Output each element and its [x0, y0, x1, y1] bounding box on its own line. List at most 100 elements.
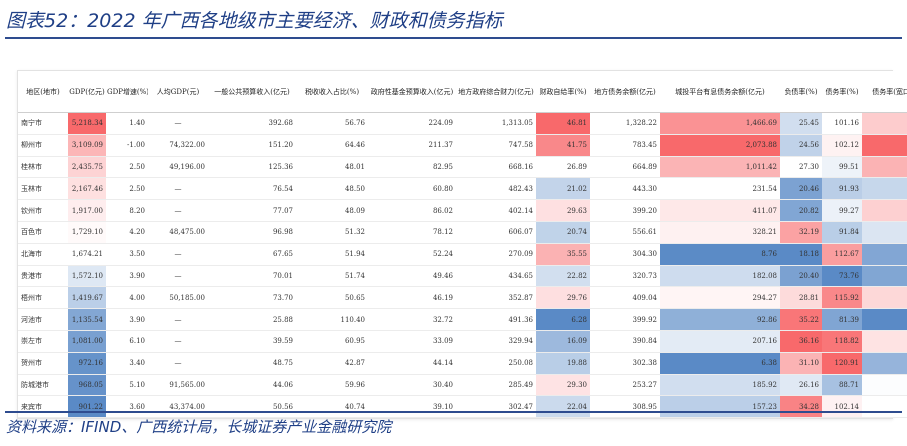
data-cell: 99.27	[822, 199, 862, 222]
data-cell: 31.10	[780, 352, 822, 375]
source-note: 资料来源：IFIND、广西统计局，长城证券产业金融研究院	[6, 418, 392, 436]
data-cell: 74,322.00	[148, 134, 208, 157]
city-name-cell: 贺州市	[18, 352, 68, 375]
data-cell: 1.40	[106, 112, 148, 135]
data-cell: 304.30	[590, 243, 660, 266]
data-cell: 22.82	[536, 265, 590, 288]
data-cell: 2,167.46	[68, 177, 106, 201]
data-cell: 35.22	[780, 308, 822, 331]
column-header: 一般公共预算收入(亿元)	[208, 71, 296, 113]
data-cell: 39.10	[368, 395, 456, 419]
data-cell: 91.93	[822, 177, 862, 201]
data-cell: 1,729.10	[68, 221, 106, 244]
data-cell: 443.30	[590, 177, 660, 201]
data-cell: 153.83	[862, 374, 907, 397]
data-cell: 1,466.69	[660, 112, 780, 135]
data-cell: 46.19	[368, 286, 456, 310]
data-cell: 302.47	[456, 395, 536, 419]
data-cell: 212.86	[862, 112, 907, 135]
data-cell: 6.10	[106, 330, 148, 353]
city-name-cell: 南宁市	[18, 112, 68, 135]
data-cell: 250.08	[456, 352, 536, 375]
data-cell: 4.00	[106, 286, 148, 310]
data-cell: —	[148, 177, 208, 201]
data-cell: 52.24	[368, 243, 456, 266]
data-cell: 49.46	[368, 265, 456, 288]
data-cell: 2,435.75	[68, 156, 106, 179]
data-cell: 20.40	[780, 265, 822, 288]
data-cell: 28.81	[780, 286, 822, 310]
data-cell: 2,073.88	[660, 134, 780, 157]
data-cell: 102.12	[822, 134, 862, 157]
data-cell: 48.01	[296, 156, 368, 179]
data-cell: 73.76	[822, 265, 862, 288]
data-cell: 26.89	[536, 156, 590, 179]
data-cell: 30.40	[368, 374, 456, 397]
column-header: 地区(地市)	[18, 71, 68, 113]
data-cell: 270.09	[456, 243, 536, 266]
data-cell: 399.20	[590, 199, 660, 222]
data-cell: 3.40	[106, 352, 148, 375]
data-cell: 491.36	[456, 308, 536, 331]
data-cell: 27.30	[780, 156, 822, 179]
data-cell: 783.45	[590, 134, 660, 157]
data-cell: 34.28	[780, 395, 822, 419]
data-cell: 36.16	[780, 330, 822, 353]
data-cell: 3.90	[106, 308, 148, 331]
data-cell: 328.21	[660, 221, 780, 244]
data-cell: 747.58	[456, 134, 536, 157]
top-rule	[5, 37, 902, 39]
data-cell: 82.95	[368, 156, 456, 179]
data-cell: 901.22	[68, 395, 106, 419]
data-cell: 60.95	[296, 330, 368, 353]
data-cell: 399.92	[590, 308, 660, 331]
data-cell: 18.18	[780, 243, 822, 266]
data-cell: 49,196.00	[148, 156, 208, 179]
data-cell: —	[148, 243, 208, 266]
column-header: 债务率(宽口径)(%)	[862, 71, 907, 113]
data-cell: 3.90	[106, 265, 148, 288]
column-header: 债务率(%)	[822, 71, 862, 113]
indicator-table: 地区(地市) GDP(亿元) GDP增速(%) 人均GDP(元) 一般公共预算收入(亿元…	[18, 71, 907, 419]
table-row: 百色市 1,729.10 4.20 48,475.00 96.98 51.32 78.12 6…	[18, 221, 907, 244]
data-cell: 41.75	[536, 134, 590, 157]
data-cell: 81.39	[822, 308, 862, 331]
data-cell: 151.20	[208, 134, 296, 157]
data-cell: 50.56	[208, 395, 296, 419]
data-cell: 48.09	[296, 199, 368, 222]
bottom-rule	[5, 411, 902, 413]
data-cell: 20.74	[536, 221, 590, 244]
city-name-cell: 防城港市	[18, 374, 68, 397]
data-cell: 39.59	[208, 330, 296, 353]
table-row: 桂林市 2,435.75 2.50 49,196.00 125.36 48.01 82.95…	[18, 156, 907, 179]
data-cell: 4.20	[106, 221, 148, 244]
data-cell: 285.49	[456, 374, 536, 397]
data-cell: 24.56	[780, 134, 822, 157]
data-cell: 29.30	[536, 374, 590, 397]
data-cell: 21.02	[536, 177, 590, 201]
data-cell: 6.28	[536, 308, 590, 331]
data-cell: 2.50	[106, 156, 148, 179]
table-row: 玉林市 2,167.46 2.50—76.54 48.50 60.80 482.43 21.…	[18, 177, 907, 201]
data-cell: 46.81	[536, 112, 590, 135]
data-cell: 22.04	[536, 395, 590, 419]
city-name-cell: 桂林市	[18, 156, 68, 179]
data-cell: 99.51	[822, 156, 862, 179]
data-cell: 5.10	[106, 374, 148, 397]
data-cell: 77.07	[208, 199, 296, 222]
data-cell: 207.16	[660, 330, 780, 353]
data-cell: 392.68	[208, 112, 296, 135]
data-cell: 48,475.00	[148, 221, 208, 244]
data-cell: 320.73	[590, 265, 660, 288]
data-cell: 86.02	[368, 199, 456, 222]
data-cell: 19.88	[536, 352, 590, 375]
table-row: 崇左市 1,081.00 6.10—39.59 60.95 33.09 329.94 16.…	[18, 330, 907, 353]
table-row: 贺州市 972.16 3.40—48.75 42.87 44.14 250.08 19.88…	[18, 352, 907, 375]
data-cell: 352.87	[456, 286, 536, 310]
data-cell: 1,313.05	[456, 112, 536, 135]
data-cell: 1,674.21	[68, 243, 106, 266]
data-cell: 8.20	[106, 199, 148, 222]
data-cell: 20.82	[780, 199, 822, 222]
data-cell: 26.16	[780, 374, 822, 397]
data-cell: 44.14	[368, 352, 456, 375]
